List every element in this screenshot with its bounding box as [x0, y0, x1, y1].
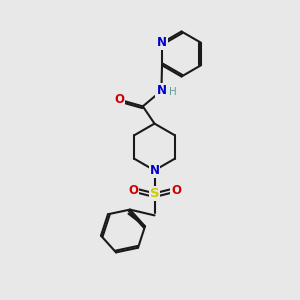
Text: N: N — [149, 164, 160, 177]
Text: N: N — [156, 84, 167, 97]
Text: O: O — [171, 184, 181, 197]
Text: N: N — [157, 36, 167, 49]
Text: S: S — [150, 187, 159, 200]
Text: H: H — [169, 87, 177, 97]
Text: O: O — [114, 93, 124, 106]
Text: O: O — [128, 184, 138, 197]
